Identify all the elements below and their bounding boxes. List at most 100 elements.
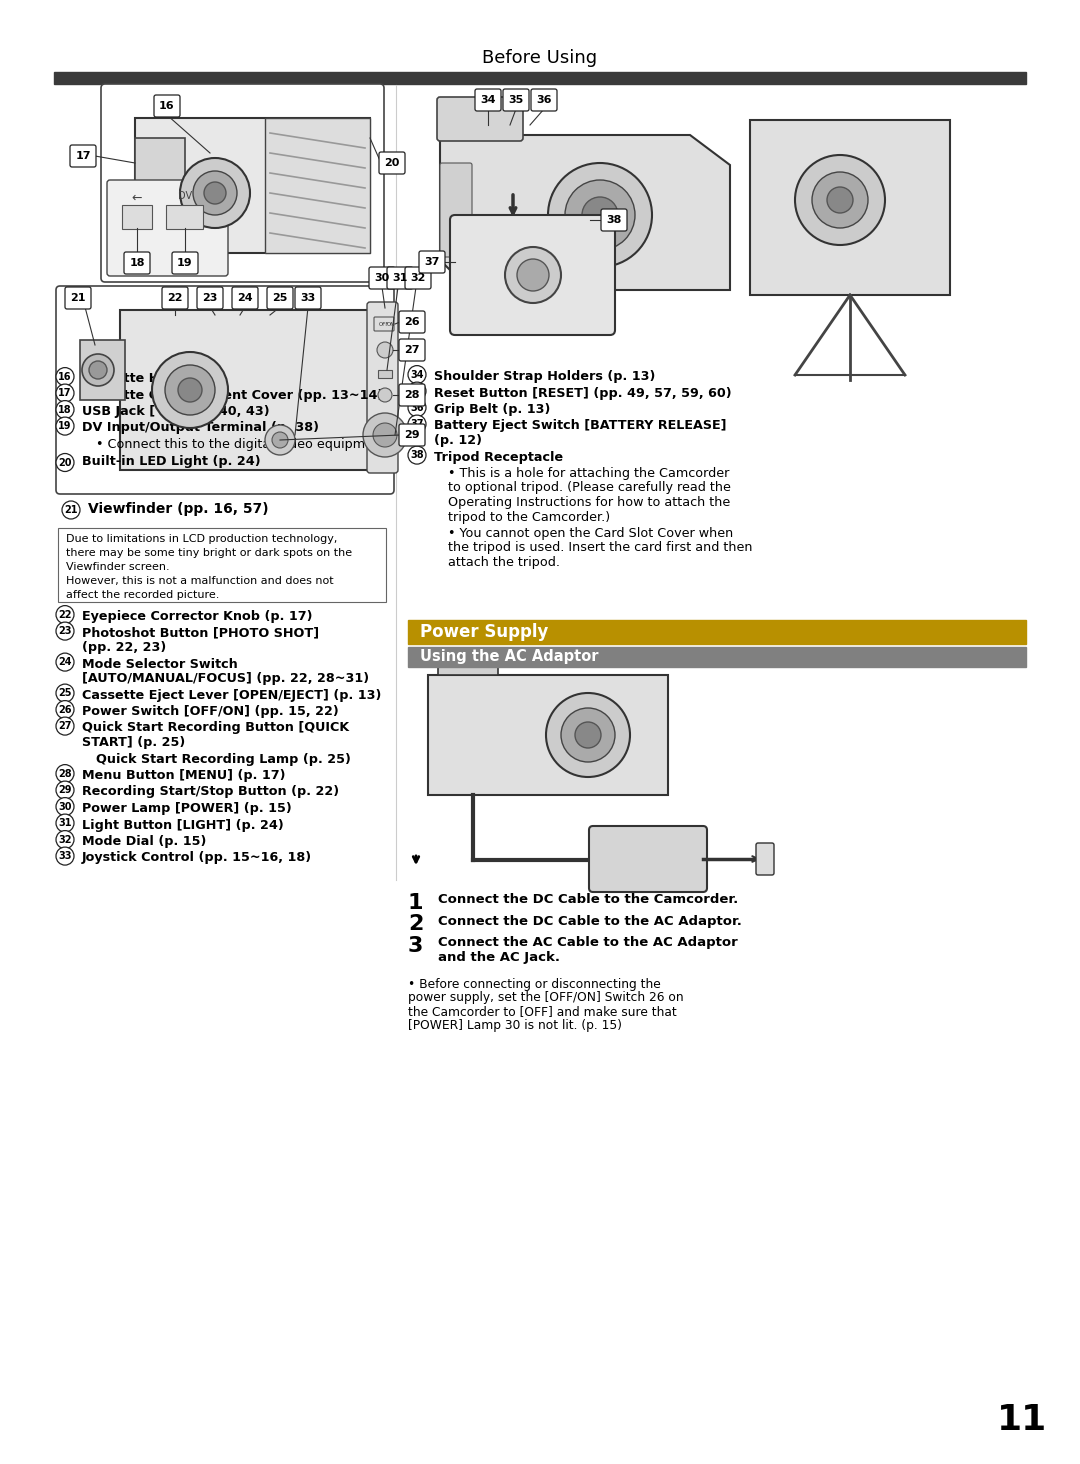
- FancyBboxPatch shape: [197, 287, 222, 309]
- Polygon shape: [135, 138, 185, 187]
- Text: 37: 37: [424, 258, 440, 266]
- Text: 17: 17: [58, 388, 71, 398]
- Polygon shape: [750, 120, 950, 296]
- Text: Cassette Eject Lever [OPEN/EJECT] (p. 13): Cassette Eject Lever [OPEN/EJECT] (p. 13…: [82, 688, 381, 701]
- Text: 33: 33: [58, 851, 71, 861]
- Polygon shape: [80, 340, 125, 400]
- Text: Before Using: Before Using: [483, 48, 597, 67]
- Text: Viewfinder (pp. 16, 57): Viewfinder (pp. 16, 57): [87, 502, 269, 515]
- Text: Mode Selector Switch: Mode Selector Switch: [82, 657, 238, 671]
- Text: Cassette Compartment Cover (pp. 13~14): Cassette Compartment Cover (pp. 13~14): [82, 388, 383, 401]
- Polygon shape: [120, 310, 370, 470]
- Text: • Connect this to the digital video equipment.: • Connect this to the digital video equi…: [96, 438, 390, 451]
- Text: Using the AC Adaptor: Using the AC Adaptor: [420, 650, 598, 665]
- Text: 24: 24: [238, 293, 253, 303]
- Circle shape: [56, 454, 75, 471]
- FancyBboxPatch shape: [295, 287, 321, 309]
- Text: Due to limitations in LCD production technology,
there may be some tiny bright o: Due to limitations in LCD production tec…: [66, 534, 352, 600]
- Bar: [408, 619, 1026, 644]
- Circle shape: [56, 814, 75, 832]
- Text: 38: 38: [410, 449, 423, 460]
- Text: DV: DV: [178, 190, 192, 201]
- Circle shape: [56, 367, 75, 385]
- FancyBboxPatch shape: [232, 287, 258, 309]
- Circle shape: [56, 782, 75, 799]
- Text: 26: 26: [404, 318, 420, 326]
- Bar: [408, 647, 1026, 668]
- Text: START] (p. 25): START] (p. 25): [82, 736, 186, 750]
- Text: Power Switch [OFF/ON] (pp. 15, 22): Power Switch [OFF/ON] (pp. 15, 22): [82, 706, 339, 717]
- Text: Joystick Control (pp. 15~16, 18): Joystick Control (pp. 15~16, 18): [82, 852, 312, 865]
- Text: 32: 32: [58, 834, 71, 845]
- FancyBboxPatch shape: [399, 310, 426, 332]
- FancyBboxPatch shape: [124, 252, 150, 274]
- Polygon shape: [438, 653, 498, 675]
- Text: 38: 38: [606, 215, 622, 225]
- Text: 21: 21: [70, 293, 85, 303]
- Text: the tripod is used. Insert the card first and then: the tripod is used. Insert the card firs…: [448, 542, 753, 555]
- FancyBboxPatch shape: [399, 340, 426, 362]
- Circle shape: [56, 717, 75, 735]
- FancyBboxPatch shape: [58, 529, 386, 602]
- FancyBboxPatch shape: [102, 83, 384, 283]
- Text: Recording Start/Stop Button (p. 22): Recording Start/Stop Button (p. 22): [82, 786, 339, 798]
- Text: Menu Button [MENU] (p. 17): Menu Button [MENU] (p. 17): [82, 769, 285, 782]
- Text: 25: 25: [58, 688, 71, 698]
- Circle shape: [408, 416, 426, 433]
- Circle shape: [377, 343, 393, 359]
- FancyBboxPatch shape: [450, 215, 615, 335]
- Text: power supply, set the [OFF/ON] Switch 26 on: power supply, set the [OFF/ON] Switch 26…: [408, 991, 684, 1004]
- Text: Quick Start Recording Lamp (p. 25): Quick Start Recording Lamp (p. 25): [96, 752, 351, 766]
- Circle shape: [517, 259, 549, 291]
- FancyBboxPatch shape: [419, 250, 445, 272]
- Text: • This is a hole for attaching the Camcorder: • This is a hole for attaching the Camco…: [448, 467, 729, 480]
- FancyBboxPatch shape: [600, 209, 627, 231]
- Circle shape: [56, 622, 75, 640]
- Polygon shape: [265, 119, 370, 253]
- Circle shape: [56, 798, 75, 815]
- Circle shape: [56, 417, 75, 435]
- Bar: [378, 370, 392, 378]
- Circle shape: [582, 198, 618, 233]
- Circle shape: [565, 180, 635, 250]
- Text: Power Supply: Power Supply: [420, 624, 549, 641]
- FancyBboxPatch shape: [440, 163, 472, 258]
- Circle shape: [56, 684, 75, 703]
- Text: attach the tripod.: attach the tripod.: [448, 556, 561, 569]
- Circle shape: [561, 709, 615, 761]
- FancyBboxPatch shape: [369, 266, 395, 288]
- Text: 30: 30: [58, 802, 71, 811]
- Circle shape: [378, 388, 392, 403]
- Circle shape: [56, 653, 75, 671]
- Circle shape: [827, 187, 853, 212]
- Circle shape: [152, 351, 228, 427]
- Text: 27: 27: [404, 346, 420, 354]
- Text: 19: 19: [58, 422, 71, 430]
- Circle shape: [812, 171, 868, 228]
- FancyBboxPatch shape: [589, 826, 707, 892]
- FancyBboxPatch shape: [475, 89, 501, 111]
- Text: 36: 36: [537, 95, 552, 105]
- Text: Grip Belt (p. 13): Grip Belt (p. 13): [434, 403, 551, 416]
- Text: 2: 2: [408, 915, 423, 934]
- FancyBboxPatch shape: [399, 425, 426, 447]
- Text: 21: 21: [64, 505, 78, 515]
- Text: 3: 3: [408, 935, 423, 956]
- Text: 37: 37: [410, 419, 423, 429]
- Text: 17: 17: [76, 151, 91, 161]
- Text: 25: 25: [272, 293, 287, 303]
- Text: 20: 20: [58, 457, 71, 467]
- Text: 28: 28: [58, 769, 71, 779]
- FancyBboxPatch shape: [122, 205, 152, 228]
- Text: 11: 11: [997, 1403, 1048, 1438]
- Text: DV Input/Output Terminal (p. 38): DV Input/Output Terminal (p. 38): [82, 422, 319, 435]
- Circle shape: [89, 362, 107, 379]
- Circle shape: [505, 247, 561, 303]
- Text: 29: 29: [404, 430, 420, 441]
- FancyBboxPatch shape: [172, 252, 198, 274]
- Text: to optional tripod. (Please carefully read the: to optional tripod. (Please carefully re…: [448, 482, 731, 495]
- Text: 30: 30: [375, 272, 390, 283]
- Circle shape: [165, 365, 215, 414]
- Text: and the AC Jack.: and the AC Jack.: [438, 950, 561, 963]
- Text: Power Lamp [POWER] (p. 15): Power Lamp [POWER] (p. 15): [82, 802, 292, 815]
